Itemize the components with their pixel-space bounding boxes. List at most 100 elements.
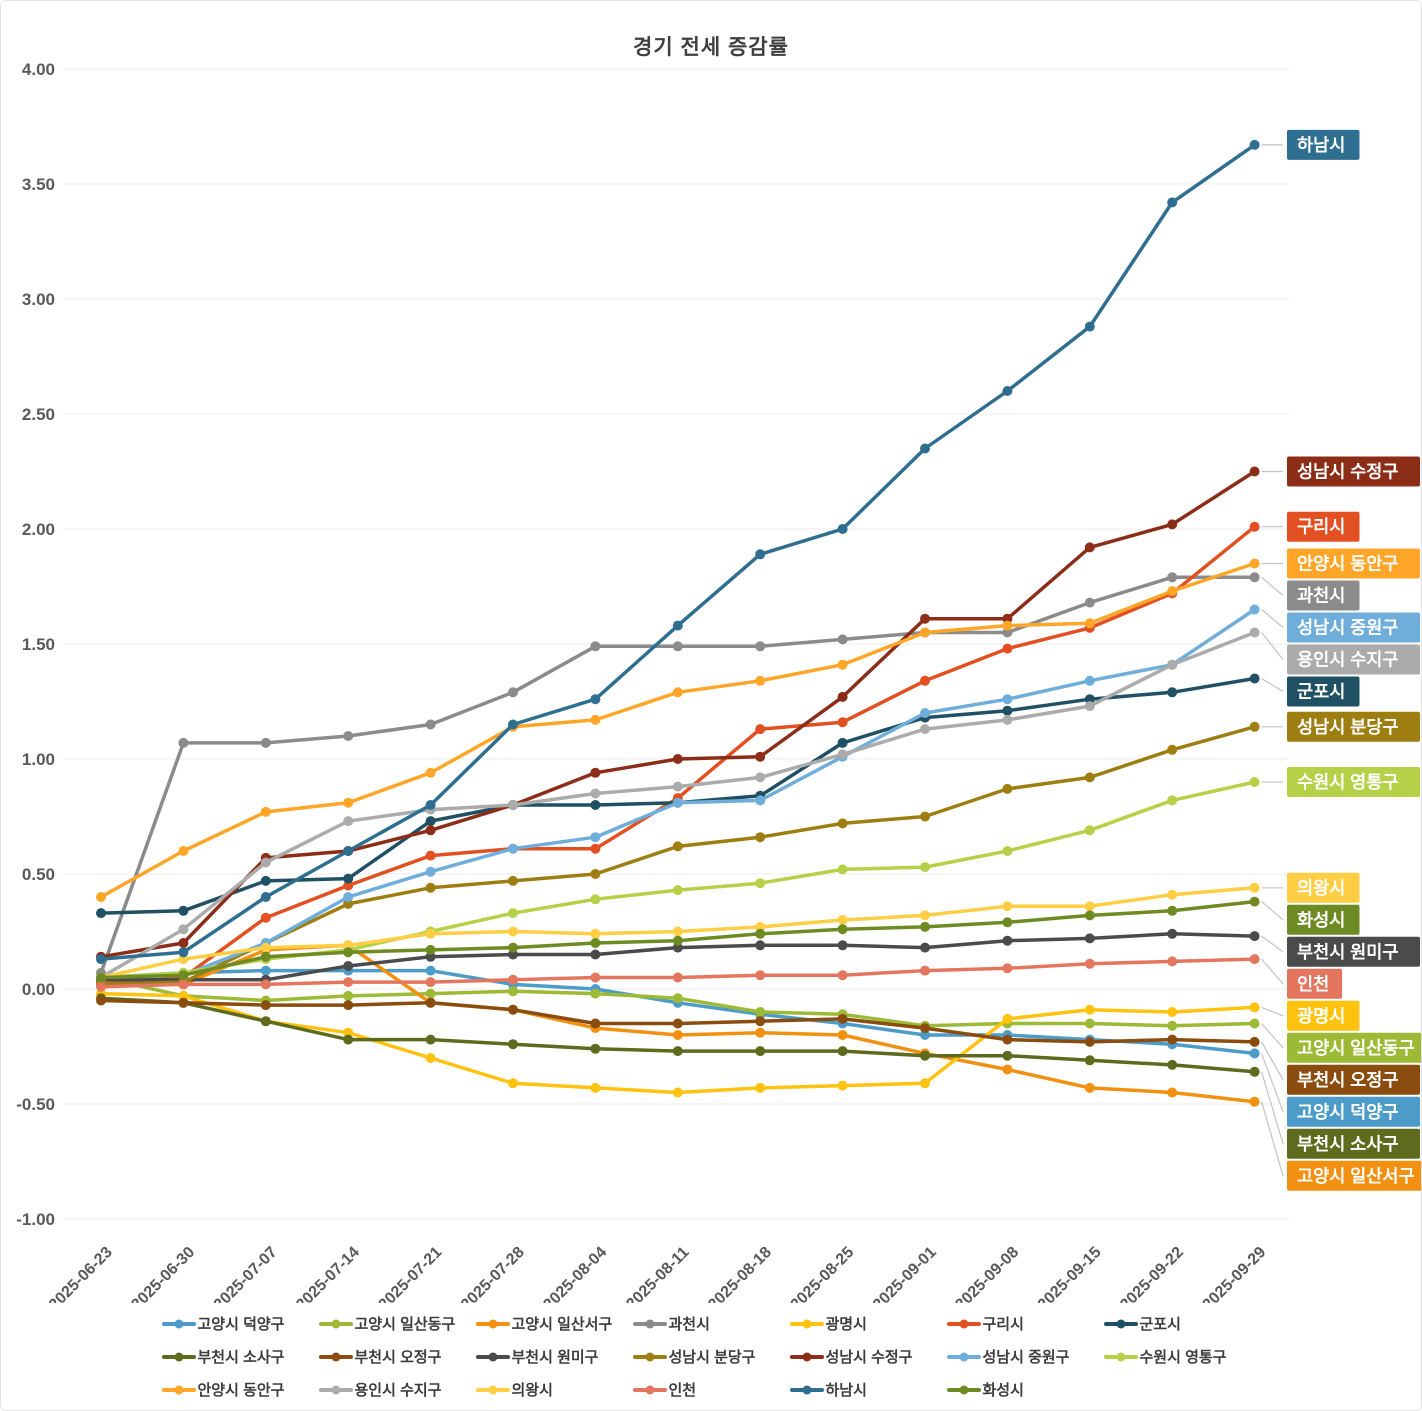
legend-swatch-icon (1103, 1321, 1138, 1326)
data-point (837, 634, 848, 645)
end-label-text: 광명시 (1297, 1006, 1345, 1026)
data-point (590, 869, 601, 879)
legend-item[interactable]: 구리시 (946, 1313, 1104, 1334)
data-point (343, 961, 354, 971)
data-point (837, 1080, 848, 1091)
y-axis-tick-label: 3.00 (22, 290, 55, 309)
legend-swatch-icon (318, 1321, 353, 1326)
data-point (1084, 933, 1095, 944)
data-point (920, 1050, 930, 1061)
legend-item[interactable]: 화성시 (946, 1379, 1104, 1400)
data-point (755, 641, 766, 652)
legend-item[interactable]: 안양시 동안구 (161, 1379, 319, 1400)
x-axis-tick-label: 2025-09-01 (870, 1244, 940, 1303)
data-point (837, 940, 848, 951)
end-label-connector (1261, 576, 1284, 596)
data-point (755, 878, 766, 889)
end-label-connector (1261, 677, 1284, 693)
legend-item[interactable]: 군포시 (1103, 1313, 1261, 1334)
data-point (178, 846, 189, 856)
legend-swatch-icon (318, 1354, 353, 1359)
data-point (1167, 586, 1178, 597)
x-axis-tick-label: 2025-08-25 (788, 1244, 858, 1303)
end-label-text: 수원시 영통구 (1297, 772, 1398, 792)
data-point (1002, 694, 1013, 705)
y-axis-tick-label: 1.50 (22, 635, 55, 654)
series-end-label: 성남시 분당구 (1287, 711, 1420, 742)
data-point (1084, 675, 1095, 686)
legend-swatch-icon (318, 1387, 353, 1392)
legend-swatch-icon (946, 1387, 981, 1392)
data-point (1084, 825, 1095, 836)
data-point (260, 737, 271, 748)
data-point (1084, 321, 1095, 332)
series-line (99, 143, 1257, 961)
legend-item[interactable]: 부천시 원미구 (475, 1346, 633, 1367)
end-label-box (1287, 644, 1420, 675)
series-end-label: 부천시 오정구 (1287, 1064, 1420, 1095)
legend-item[interactable]: 부천시 소사구 (161, 1346, 319, 1367)
data-point (1084, 1004, 1095, 1015)
data-point (508, 687, 518, 698)
data-point (755, 795, 766, 806)
legend-swatch-icon (161, 1321, 196, 1326)
end-label-connector (1261, 1071, 1284, 1144)
x-axis-tick-label: 2025-09-29 (1200, 1244, 1270, 1303)
data-point (260, 1016, 271, 1027)
legend-item[interactable]: 성남시 중원구 (946, 1346, 1104, 1367)
legend-item[interactable]: 광명시 (789, 1313, 947, 1334)
legend-item[interactable]: 고양시 덕양구 (161, 1313, 319, 1334)
data-point (590, 767, 601, 778)
legend-item[interactable]: 의왕시 (475, 1379, 633, 1400)
data-point (672, 885, 683, 896)
legend-item[interactable]: 고양시 일산동구 (318, 1313, 476, 1334)
data-point (1084, 618, 1095, 629)
data-point (920, 921, 930, 932)
data-point (1167, 889, 1178, 900)
legend-item[interactable]: 성남시 분당구 (632, 1346, 790, 1367)
legend-item[interactable]: 고양시 일산서구 (475, 1313, 633, 1334)
legend-item[interactable]: 하남시 (789, 1379, 947, 1400)
data-point (508, 800, 518, 810)
end-label-box (1287, 676, 1360, 707)
series-end-label: 하남시 (1287, 129, 1360, 160)
data-point (672, 942, 683, 953)
data-point (508, 875, 518, 886)
x-axis-tick-label: 2025-07-28 (458, 1244, 528, 1303)
legend-item[interactable]: 수원시 영통구 (1103, 1346, 1261, 1367)
data-point (425, 1034, 436, 1045)
data-point (178, 947, 189, 958)
data-point (1249, 1018, 1260, 1029)
data-point (1167, 1020, 1178, 1031)
chart-canvas: 4.00 3.50 3.00 2.50 2.00 1.50 1.00 0.50 0.00 -0.5… (16, 60, 1421, 1303)
data-point (590, 843, 601, 854)
data-point (1249, 572, 1260, 583)
legend-item[interactable]: 용인시 수지구 (318, 1379, 476, 1400)
data-point (343, 940, 354, 951)
data-point (672, 620, 683, 631)
end-label-box (1287, 767, 1420, 797)
legend-item[interactable]: 부천시 오정구 (318, 1346, 476, 1367)
end-label-connector (1261, 632, 1284, 660)
data-point (425, 719, 436, 730)
data-point (508, 974, 518, 985)
legend-item[interactable]: 과천시 (632, 1313, 790, 1334)
data-point (755, 928, 766, 939)
legend-label: 고양시 덕양구 (197, 1316, 285, 1333)
end-label-text: 고양시 일산서구 (1297, 1166, 1415, 1186)
data-point (343, 797, 354, 808)
data-point (1002, 627, 1013, 638)
legend-item[interactable]: 성남시 수정구 (789, 1346, 947, 1367)
legend-swatch-icon (789, 1387, 824, 1392)
data-point (1002, 714, 1013, 725)
data-point (343, 873, 354, 884)
data-point (425, 951, 436, 962)
data-point (755, 772, 766, 783)
legend-item[interactable]: 인천 (632, 1379, 790, 1400)
data-point (508, 719, 518, 730)
data-point (1167, 572, 1178, 583)
end-label-box (1287, 711, 1420, 742)
data-point (1249, 558, 1260, 569)
data-point (425, 816, 436, 827)
data-point (590, 938, 601, 948)
